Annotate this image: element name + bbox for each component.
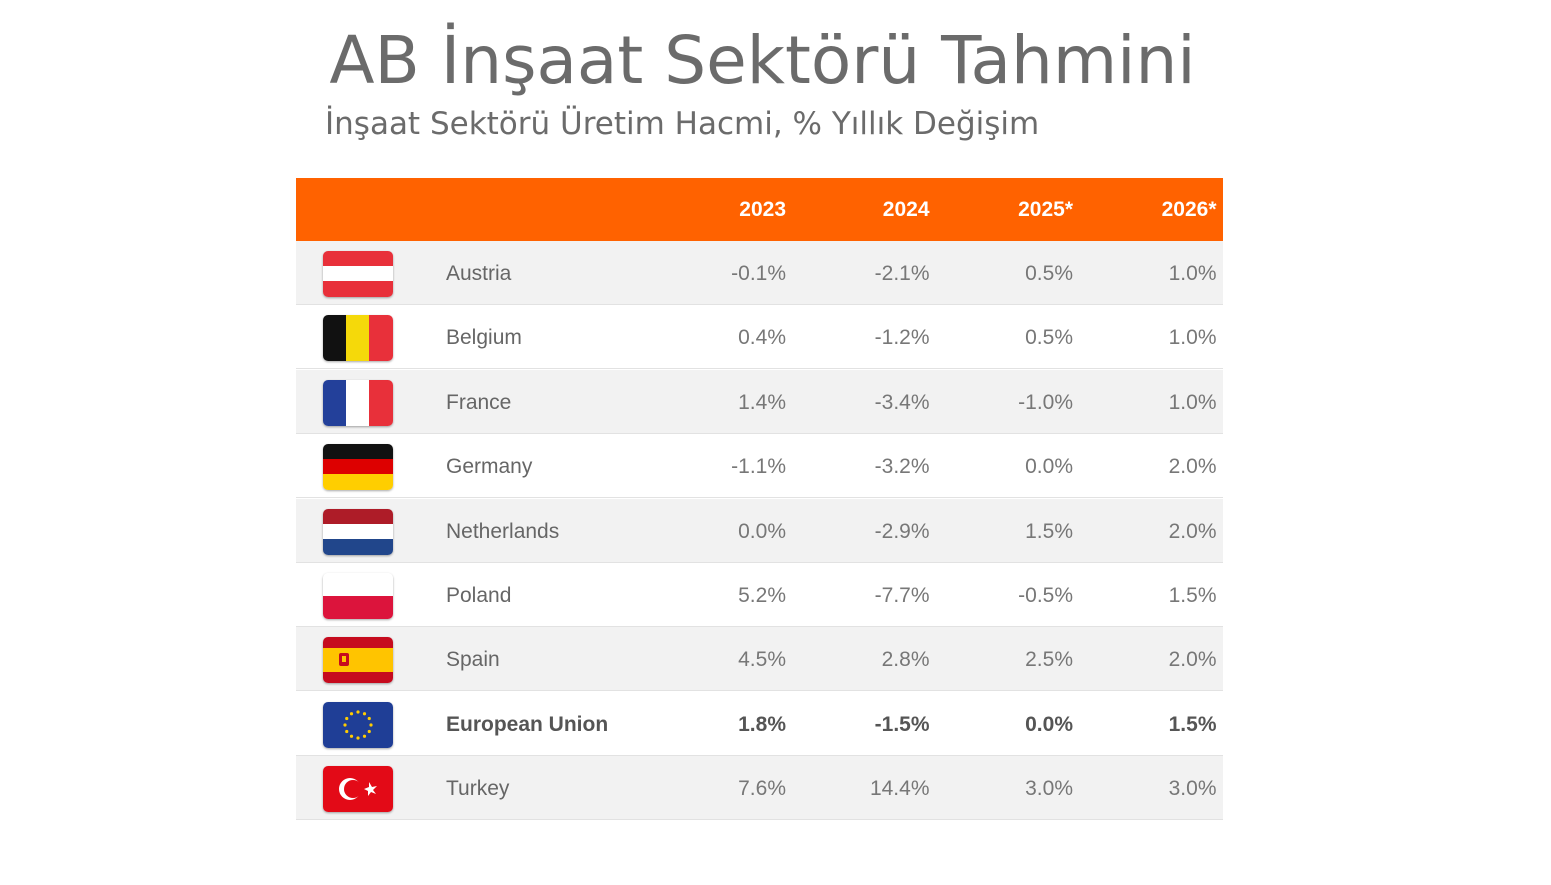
value-cell: 3.0% [1025, 777, 1073, 801]
flag [323, 701, 393, 748]
value-cell: 14.4% [869, 777, 930, 801]
value-cell: 1.0% [1168, 262, 1217, 285]
value-cell: -0.1% [731, 262, 786, 285]
flag-icon [323, 315, 393, 362]
country-name: European Union [446, 712, 609, 736]
country-name: Netherlands [446, 519, 560, 543]
flag [323, 251, 393, 297]
table-row: Turkey 7.6% 14.4% 3.0% 3.0% [296, 756, 1223, 821]
value-cell: 2.0% [1168, 455, 1217, 479]
value-cell: 0.0% [1025, 712, 1073, 736]
value-cell: 1.5% [1168, 584, 1217, 607]
table-row: Poland 5.2% -7.7% -0.5% 1.5% [296, 563, 1223, 627]
value-cell: 1.4% [738, 390, 786, 414]
value-cell: -1.2% [874, 326, 930, 350]
value-cell: 7.6% [738, 777, 786, 801]
value-cell: -1.0% [1018, 390, 1073, 414]
table-row: European Union 1.8% -1.5% 0.0% 1.5% [296, 692, 1223, 756]
table-row: Spain 4.5% 2.8% 2.5% 2.0% [296, 627, 1223, 692]
flag [323, 444, 393, 491]
value-cell: -1.5% [874, 712, 930, 736]
column-header: 2023 [739, 198, 786, 221]
value-cell: -7.7% [874, 584, 930, 607]
table-row: Austria -0.1% -2.1% 0.5% 1.0% [296, 241, 1223, 305]
column-header: 2024 [882, 198, 930, 221]
value-cell: 1.5% [1025, 519, 1073, 543]
column-header: 2025* [1018, 198, 1073, 221]
value-cell: -3.2% [874, 455, 930, 479]
value-cell: 2.5% [1025, 648, 1073, 672]
value-cell: 1.0% [1168, 326, 1217, 350]
value-cell: 4.5% [738, 648, 786, 672]
flag [323, 637, 393, 684]
country-name: Poland [446, 584, 512, 607]
subtitle: İnşaat Sektörü Üretim Hacmi, % Yıllık De… [325, 106, 1040, 142]
flag-icon [323, 379, 393, 426]
value-cell: 1.0% [1168, 390, 1217, 414]
value-cell: -0.5% [1018, 584, 1073, 607]
flag-icon [323, 701, 393, 748]
flag [323, 315, 393, 362]
value-cell: -2.9% [874, 519, 930, 543]
value-cell: -3.4% [874, 390, 930, 414]
country-name: Austria [446, 262, 512, 285]
value-cell: 5.2% [738, 584, 786, 607]
value-cell: 0.5% [1025, 262, 1073, 285]
flag-icon [323, 573, 393, 619]
value-cell: 0.0% [1025, 455, 1073, 479]
country-name: Turkey [446, 777, 510, 801]
column-header: 2026* [1161, 198, 1217, 221]
value-cell: 2.0% [1168, 648, 1217, 672]
value-cell: 0.5% [1025, 326, 1073, 350]
flag-icon [323, 637, 393, 684]
flag-icon [323, 444, 393, 491]
value-cell: 2.0% [1168, 519, 1217, 543]
flag [323, 766, 393, 813]
country-name: Germany [446, 455, 533, 479]
country-name: Spain [446, 648, 500, 672]
flag [323, 379, 393, 426]
value-cell: -2.1% [874, 262, 930, 285]
value-cell: 2.8% [881, 648, 930, 672]
country-name: France [446, 390, 512, 414]
value-cell: 1.8% [738, 712, 786, 736]
flag-icon [323, 766, 393, 813]
table-row: Germany -1.1% -3.2% 0.0% 2.0% [296, 434, 1223, 499]
flag-icon [323, 508, 393, 555]
table-row: Belgium 0.4% -1.2% 0.5% 1.0% [296, 305, 1223, 370]
value-cell: 0.4% [738, 326, 786, 350]
country-name: Belgium [446, 326, 522, 350]
table-row: Netherlands 0.0% -2.9% 1.5% 2.0% [296, 498, 1223, 563]
title: AB İnşaat Sektörü Tahmini [329, 22, 1196, 99]
value-cell: 3.0% [1168, 777, 1217, 801]
flag [323, 508, 393, 555]
table-header: 2023 2024 2025* 2026* [296, 178, 1223, 241]
value-cell: 0.0% [738, 519, 786, 543]
flag [323, 573, 393, 619]
value-cell: 1.5% [1168, 712, 1217, 736]
flag-icon [323, 251, 393, 297]
value-cell: -1.1% [731, 455, 786, 479]
table-row: France 1.4% -3.4% -1.0% 1.0% [296, 369, 1223, 434]
